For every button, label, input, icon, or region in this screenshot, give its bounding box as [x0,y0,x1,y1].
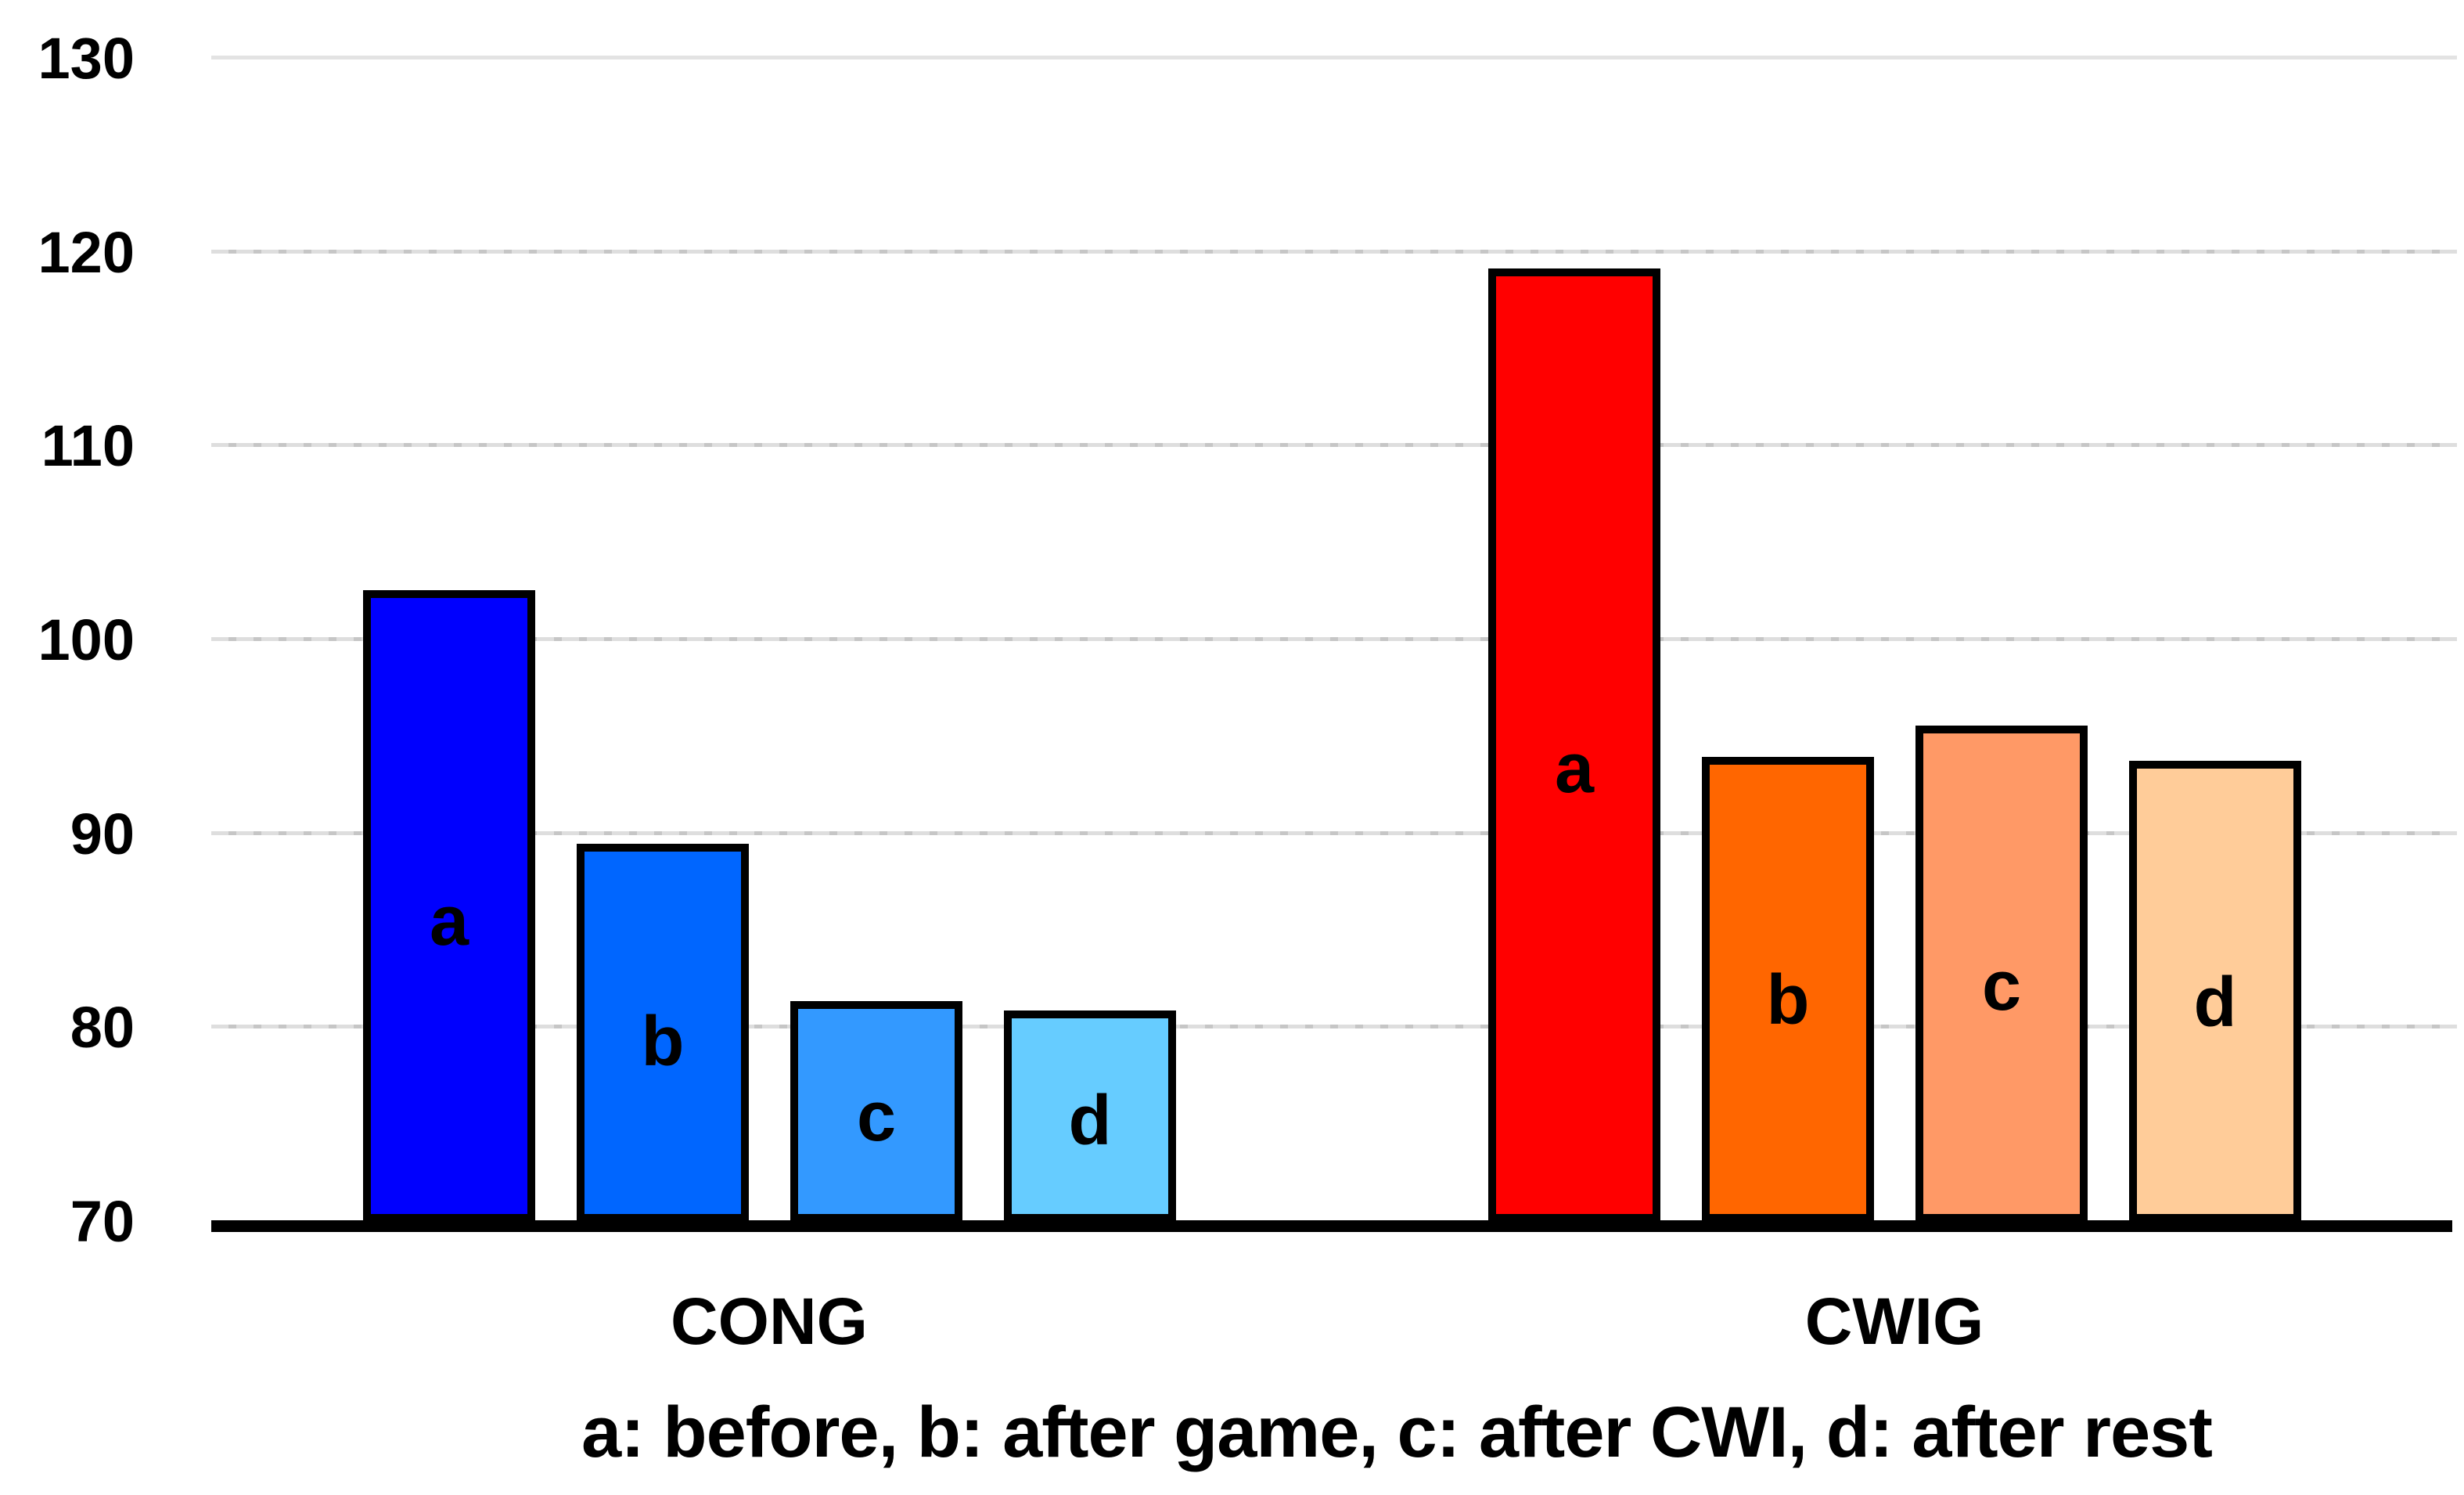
x-axis-group-label-cwig: CWIG [1804,1284,1984,1358]
y-tick-label-70: 70 [70,1189,135,1254]
gridline-80 [211,1025,2457,1029]
legend-caption: a: before, b: after game, c: after CWI, … [581,1392,2213,1472]
y-tick-label-130: 130 [38,25,135,91]
bar-letter-label: a [429,882,469,961]
bar-cwig-b: b [1702,756,1874,1222]
bar-cong-a: a [363,589,535,1222]
bar-cwig-c: c [1915,726,2088,1222]
y-tick-label-110: 110 [41,413,135,479]
y-tick-label-90: 90 [70,801,135,866]
x-axis-group-label-cong: CONG [671,1284,868,1358]
bar-letter-label: c [856,1077,897,1156]
bar-cong-b: b [577,844,749,1222]
gridline-90 [211,830,2457,835]
bar-cwig-d: d [2129,760,2301,1222]
bar-letter-label: a [1554,729,1595,808]
bar-letter-label: c [1981,946,2022,1025]
bar-cong-d: d [1004,1010,1176,1222]
y-tick-label-100: 100 [38,607,135,672]
x-axis-line [211,1220,2452,1232]
y-tick-label-120: 120 [38,219,135,285]
gridline-110 [211,443,2457,448]
bar-letter-label: d [2193,963,2237,1042]
bar-letter-label: d [1068,1082,1112,1161]
bar-cong-c: c [790,1001,962,1222]
bar-letter-label: b [1766,961,1810,1040]
gridline-130 [211,55,2457,59]
y-tick-label-80: 80 [70,995,135,1061]
bar-letter-label: b [641,1003,685,1082]
gridline-120 [211,249,2457,254]
bar-cwig-a: a [1488,268,1660,1222]
gridline-100 [211,636,2457,641]
